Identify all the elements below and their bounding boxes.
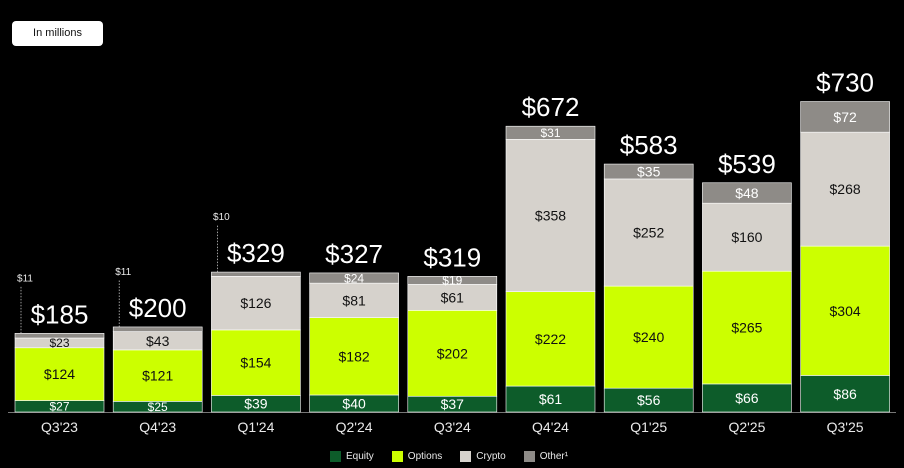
legend: Equity Options Crypto Other¹ [330, 451, 568, 462]
bar-segment-crypto [603, 178, 694, 287]
segment-label: $240 [633, 329, 664, 345]
legend-label: Options [407, 451, 443, 462]
segment-label: $11 [115, 267, 131, 278]
segment-label: $24 [344, 271, 364, 285]
segment-label: $268 [830, 181, 861, 197]
segment-label: $72 [833, 109, 857, 125]
bar-segment-other [112, 326, 203, 332]
segment-label: $37 [441, 396, 465, 412]
segment-label: $252 [633, 225, 664, 241]
segment-label: $11 [17, 273, 33, 284]
bar-segment-crypto [800, 131, 890, 247]
segment-label: $61 [441, 289, 465, 305]
legend-label: Other¹ [539, 451, 569, 462]
bar-total-label: $583 [620, 130, 678, 160]
segment-label: $154 [240, 355, 271, 371]
segment-label: $222 [535, 331, 566, 347]
legend-item: Other¹ [523, 451, 569, 462]
legend-swatch [460, 451, 472, 462]
bar-segment-other [702, 182, 792, 204]
bar-segment-other [603, 163, 694, 180]
bar-total-label: $319 [423, 242, 481, 272]
segment-label: $31 [540, 126, 560, 140]
segment-label: $23 [49, 336, 69, 350]
bar-total-label: $672 [522, 92, 580, 122]
segment-label: $121 [142, 368, 173, 384]
segment-label: $43 [146, 333, 170, 349]
x-tick-label: Q2'24 [336, 419, 373, 435]
bar-segment-crypto [702, 202, 792, 272]
segment-label: $35 [637, 164, 661, 180]
legend-swatch [330, 451, 341, 462]
legend-item: Crypto [460, 451, 506, 462]
bar-segment-options [702, 270, 792, 385]
legend-item: Equity [330, 451, 374, 462]
bar-total-label: $329 [227, 238, 285, 268]
bar-segment-crypto [407, 284, 498, 311]
legend-label: Crypto [476, 451, 506, 462]
stacked-bar-chart: $27 $124 $23 $11 $185 Q3'23 $25 $121 $43 $11 $200 Q… [8, 68, 896, 435]
x-tick-label: Q3'24 [434, 419, 471, 435]
legend-swatch [523, 451, 535, 462]
x-tick-label: Q3'23 [41, 419, 78, 435]
x-tick-label: Q4'23 [139, 419, 176, 435]
bar-total-label: $539 [718, 149, 776, 179]
segment-label: $182 [339, 348, 370, 364]
segment-label: $19 [442, 274, 462, 288]
bar-segment-options [309, 317, 399, 396]
bar-segment-options [112, 349, 203, 402]
legend-item: Options [391, 451, 443, 462]
bar-segment-other [800, 101, 890, 133]
segment-label: $126 [240, 295, 271, 311]
bar-segment-crypto [211, 276, 301, 331]
bar-total-label: $200 [129, 293, 187, 323]
bar-segment-other [309, 272, 399, 284]
segment-label: $86 [833, 386, 857, 402]
units-badge: In millions [12, 21, 103, 46]
bar-segment-equity [505, 385, 596, 413]
bar-total-label: $730 [816, 68, 874, 98]
segment-label: $124 [44, 366, 75, 382]
segment-label: $66 [735, 390, 759, 406]
x-tick-label: Q1'25 [630, 419, 667, 435]
bar-segment-options [407, 310, 498, 397]
bar-segment-crypto [505, 139, 596, 292]
bar-segment-other [211, 271, 301, 277]
segment-label: $40 [342, 396, 366, 412]
bar-segment-other [14, 333, 105, 339]
legend-label: Equity [346, 451, 374, 462]
segment-label: $358 [535, 208, 566, 224]
segment-label: $160 [731, 229, 762, 245]
segment-label: $304 [830, 303, 861, 319]
bar-total-label: $185 [31, 299, 89, 329]
x-tick-label: Q4'24 [532, 419, 569, 435]
bar-segment-options [800, 245, 890, 376]
segment-label: $48 [735, 185, 759, 201]
bar-segment-other [407, 276, 498, 285]
segment-label: $265 [731, 320, 762, 336]
bar-total-label: $327 [325, 239, 383, 269]
segment-label: $27 [49, 400, 69, 414]
segment-label: $10 [213, 212, 230, 223]
bar-segment-equity [800, 375, 890, 413]
bar-segment-other [505, 125, 596, 140]
bar-segment-options [505, 291, 596, 387]
bar-segment-options [603, 285, 694, 389]
segment-label: $81 [342, 292, 366, 308]
segment-label: $202 [437, 345, 468, 361]
legend-swatch [391, 451, 403, 462]
x-tick-label: Q1'24 [237, 419, 274, 435]
bar-segment-equity [702, 383, 792, 413]
bar-segment-crypto [309, 282, 399, 318]
segment-label: $25 [148, 400, 168, 414]
segment-label: $39 [244, 396, 268, 412]
x-tick-label: Q3'25 [827, 419, 864, 435]
segment-label: $61 [539, 391, 563, 407]
x-tick-label: Q2'25 [728, 419, 765, 435]
segment-label: $56 [637, 392, 661, 408]
